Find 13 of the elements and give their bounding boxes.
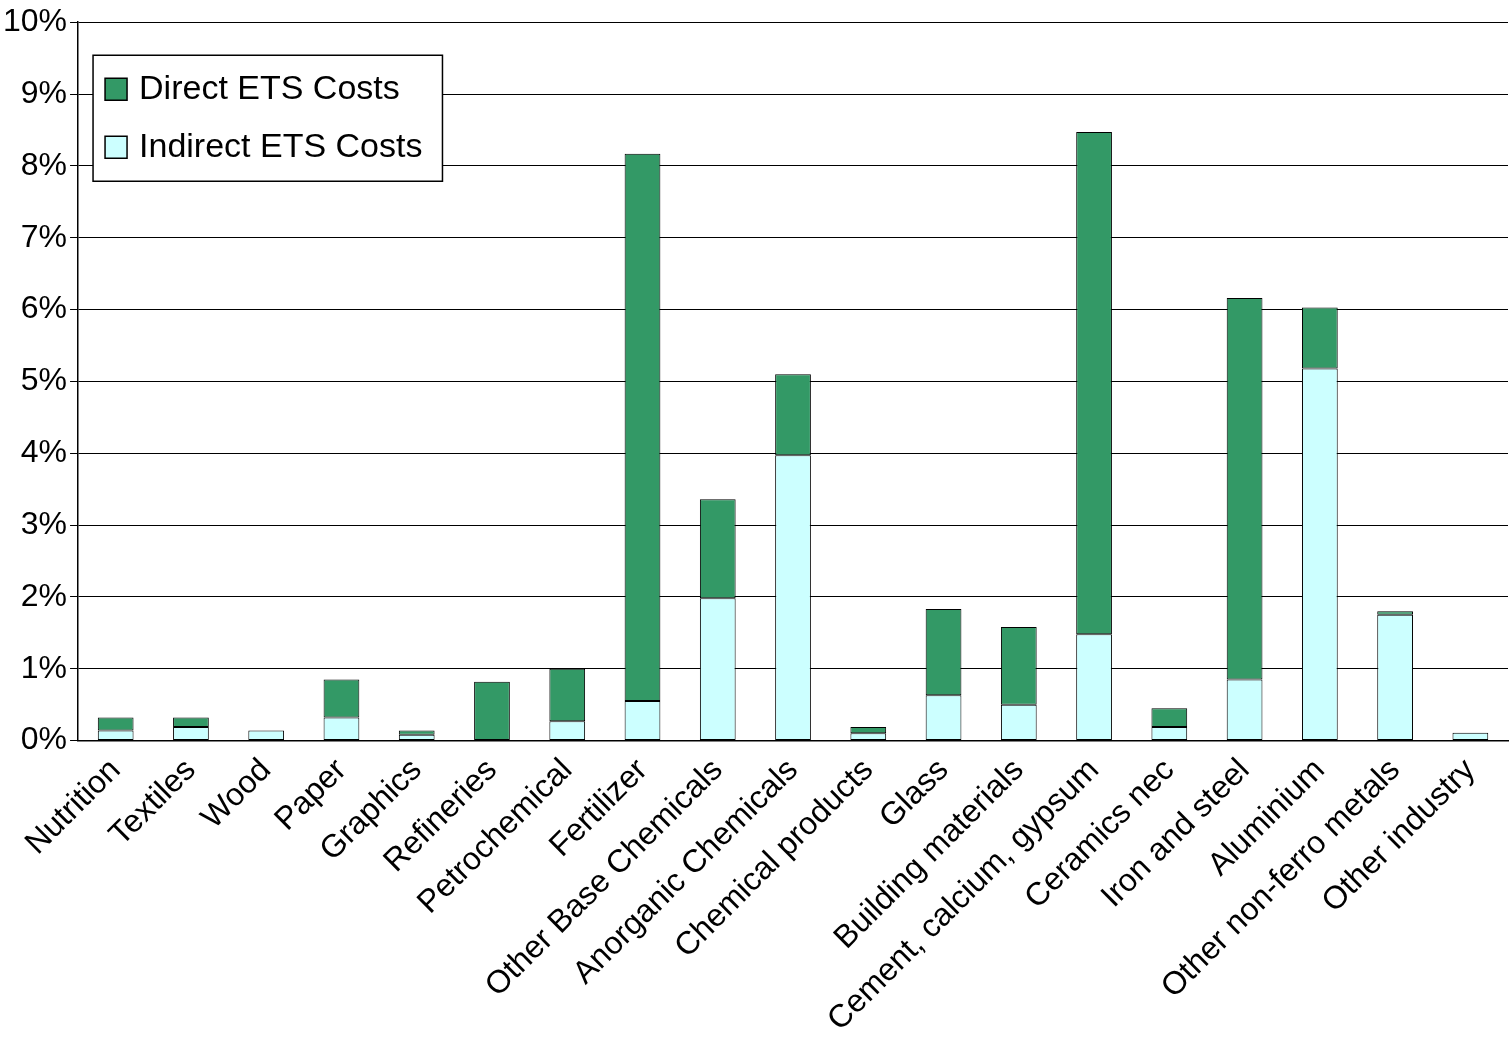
y-tick-label: 10% — [3, 2, 68, 39]
legend-label: Indirect ETS Costs — [139, 125, 423, 164]
y-tick-label: 9% — [20, 73, 68, 110]
y-tick-label: 4% — [20, 433, 68, 470]
y-tick-label: 0% — [20, 720, 68, 757]
y-tick-label: 5% — [20, 361, 68, 398]
y-tick-label: 2% — [20, 576, 68, 613]
y-tick-label: 8% — [20, 145, 68, 182]
y-tick-label: 6% — [20, 289, 68, 326]
legend-label: Direct ETS Costs — [139, 67, 400, 106]
y-tick-label: 7% — [20, 217, 68, 254]
y-tick-label: 1% — [20, 648, 68, 685]
y-tick-label: 3% — [20, 504, 68, 541]
